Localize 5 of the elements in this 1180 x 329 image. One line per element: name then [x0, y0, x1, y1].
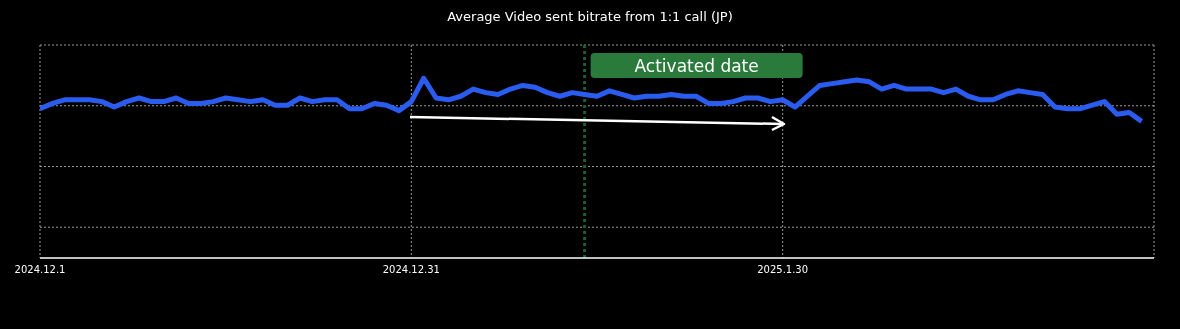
chart-title: Average Video sent bitrate from 1:1 call (JP) [446, 9, 734, 24]
x-tick-label: 2025.1.30 [757, 264, 809, 276]
ref-line-label: Activated date [634, 55, 759, 76]
x-tick-label: 2024.12.1 [14, 264, 66, 276]
x-tick-label: 2024.12.31 [382, 264, 440, 276]
